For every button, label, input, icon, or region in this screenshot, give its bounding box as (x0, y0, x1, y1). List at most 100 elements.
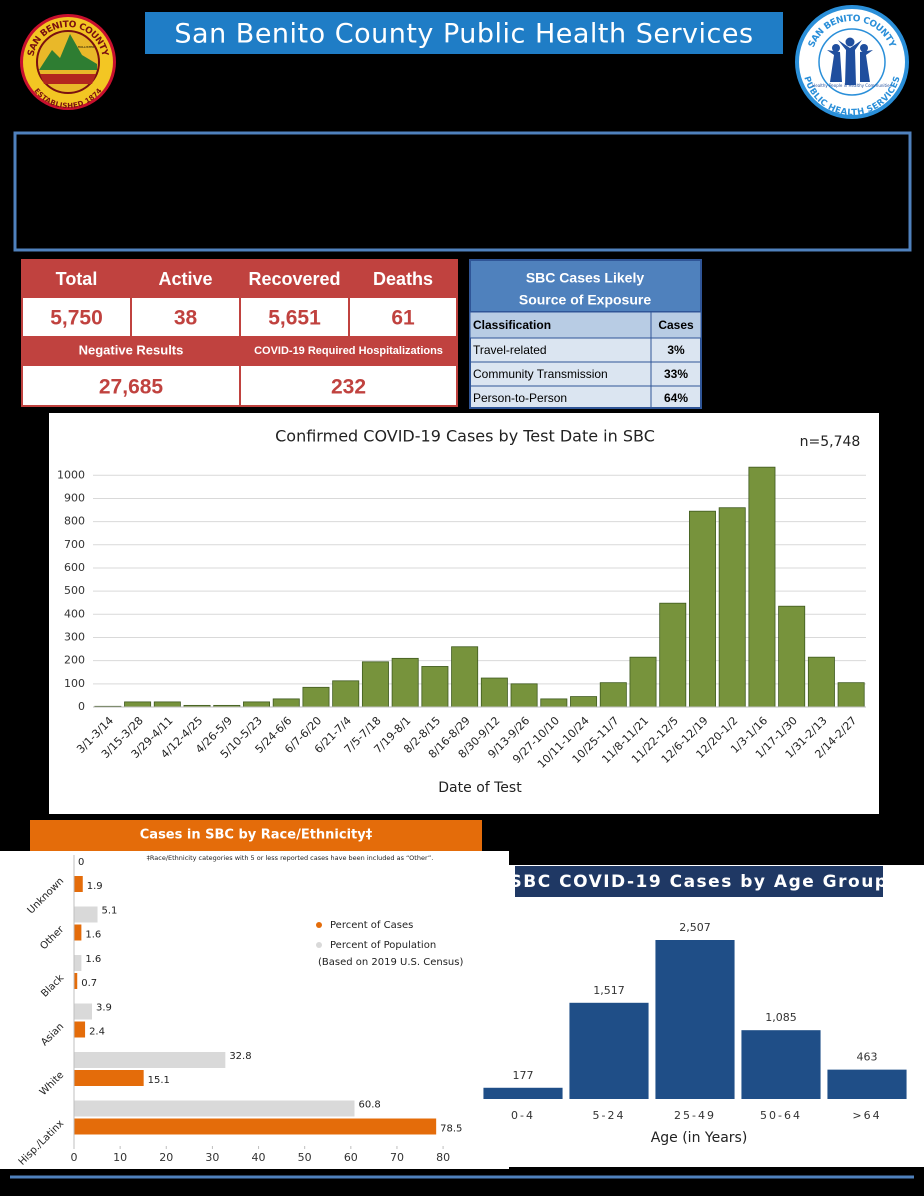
stats-header (22, 260, 457, 298)
x-tick-label: 80 (436, 1151, 450, 1164)
stat-value: 38 (174, 307, 198, 330)
logo-figures (827, 37, 873, 85)
value-label: 0.7 (81, 978, 97, 989)
bar (74, 924, 82, 941)
y-tick-label: 0 (78, 700, 85, 713)
bar (451, 646, 479, 708)
bar (361, 661, 389, 708)
y-tick-label: 500 (64, 584, 85, 597)
charts: Confirmed COVID-19 Cases by Test Date in… (17, 427, 907, 1168)
y-tick-label: 600 (64, 561, 85, 574)
bar (272, 698, 300, 708)
bar (569, 1002, 649, 1099)
health-logo: SAN BENITO COUNTY PUBLIC HEALTH SERVICES… (795, 5, 909, 119)
bar (480, 677, 508, 708)
y-tick-label: 1000 (57, 468, 85, 481)
x-axis-label: Age (in Years) (651, 1130, 748, 1146)
bar (718, 507, 746, 708)
value-label: 2.4 (89, 1027, 105, 1038)
y-tick-label: 100 (64, 677, 85, 690)
x-tick-label: 70 (390, 1151, 404, 1164)
header-bar (145, 12, 783, 54)
column-header: Cases (658, 318, 694, 332)
bar (570, 696, 598, 708)
x-tick-label: 50-64 (760, 1109, 802, 1122)
x-tick-label: 25-49 (674, 1109, 716, 1122)
y-tick-label: 300 (64, 630, 85, 643)
value-label: 1,517 (593, 984, 625, 997)
bar (655, 940, 735, 1099)
value-label: 32.8 (229, 1051, 251, 1062)
x-tick-label: 60 (344, 1151, 358, 1164)
stat-value: 5,651 (268, 307, 321, 330)
chart-title-bar (30, 820, 482, 851)
bar (74, 1070, 144, 1086)
bar (827, 1069, 907, 1099)
bar (243, 701, 271, 708)
chart-title: Cases in SBC by Race/Ethnicity‡ (140, 828, 373, 843)
bar (421, 666, 449, 708)
table-cell: Travel-related (473, 343, 547, 357)
x-axis-label: Date of Test (438, 780, 522, 796)
seal-hills (39, 34, 97, 70)
exposure-table: SBC Cases Likely Source of Exposure Classi… (469, 259, 702, 409)
table-cell: 3% (667, 343, 685, 357)
bar (741, 1030, 821, 1099)
y-tick-label: 900 (64, 491, 85, 504)
stat-label: Recovered (248, 269, 340, 289)
bar (74, 876, 83, 892)
bar (74, 1100, 355, 1117)
legend-note: (Based on 2019 U.S. Census) (318, 957, 463, 968)
value-label: 1.9 (87, 881, 103, 892)
bar (74, 1052, 226, 1068)
value-label: 177 (513, 1069, 534, 1082)
value-label: 78.5 (440, 1124, 462, 1135)
stat-label: Active (158, 269, 212, 289)
seal-town: HOLLISTER (78, 45, 95, 49)
stats-header (22, 336, 457, 366)
bar (74, 973, 78, 989)
bar (807, 656, 835, 708)
bar (688, 510, 716, 708)
bar (153, 701, 181, 708)
value-label: 60.8 (359, 1100, 381, 1111)
stat-label: COVID-19 Required Hospitalizations (254, 345, 443, 357)
exposure-title: SBC Cases Likely (526, 270, 644, 286)
annotation: n=5,748 (800, 434, 861, 450)
stat-value: 5,750 (50, 307, 103, 330)
bar (599, 682, 627, 708)
stats-table: Total 5,750 Active 38 Recovered 5,651 Deaths 61… (21, 259, 458, 407)
value-label: 463 (857, 1051, 878, 1064)
y-tick-label: 400 (64, 607, 85, 620)
stat-label: Total (56, 269, 98, 289)
bar (483, 1087, 563, 1099)
bar (837, 682, 865, 708)
bar (332, 680, 360, 708)
y-tick-label: 700 (64, 538, 85, 551)
x-tick-label: 30 (205, 1151, 219, 1164)
bar (74, 955, 82, 971)
bar (540, 698, 568, 708)
stat-label: Negative Results (79, 342, 184, 357)
seal-field (40, 74, 96, 84)
x-tick-label: 20 (159, 1151, 173, 1164)
table-cell: Person-to-Person (473, 391, 567, 405)
bar (74, 1021, 86, 1038)
y-tick-label: 800 (64, 515, 85, 528)
bar (510, 683, 538, 708)
table-cell: 33% (664, 367, 688, 381)
chart-title-bar (515, 866, 883, 897)
x-tick-label: 40 (252, 1151, 266, 1164)
x-tick-label: >64 (852, 1109, 881, 1122)
legend-swatch (316, 942, 322, 948)
bar (659, 602, 687, 708)
value-label: 1.6 (85, 930, 101, 941)
value-label: 2,507 (679, 921, 711, 934)
notice-box (13, 131, 912, 252)
bar (748, 466, 776, 708)
footnote: ‡Race/Ethnicity categories with 5 or les… (147, 854, 434, 862)
bar (629, 656, 657, 708)
value-label: 5.1 (102, 906, 118, 917)
